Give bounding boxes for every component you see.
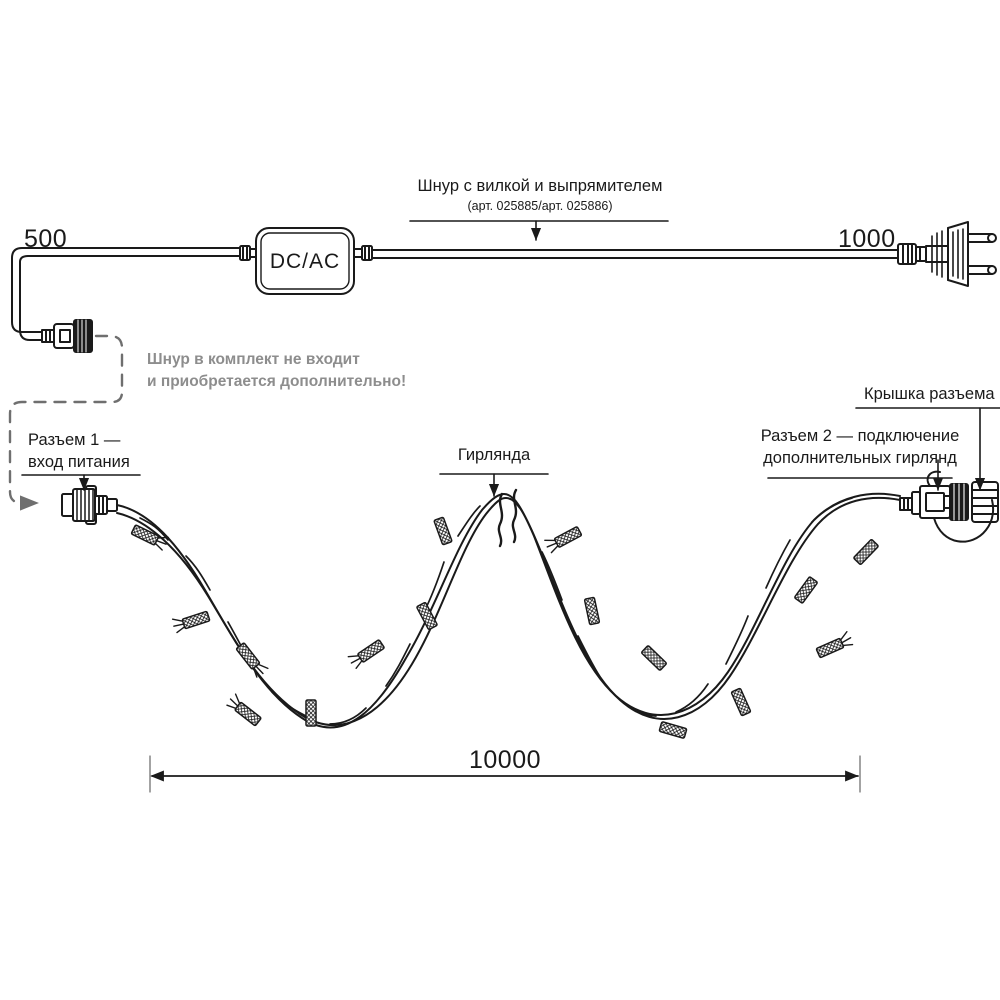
connector-1-label-line1: Разъем 1 — [28, 431, 121, 449]
connector-1-label-line2: вход питания [28, 453, 130, 471]
power-cord-right [371, 249, 899, 259]
power-cord-article: (арт. 025885/арт. 025886) [467, 199, 613, 213]
connector-1-body [61, 485, 118, 525]
power-cord-title: Шнур с вилкой и выпрямителем [417, 177, 663, 195]
note-not-included-line1: Шнур в комплект не входит [147, 351, 360, 368]
connector-2-label-line2: дополнительных гирлянд [763, 449, 957, 467]
dashed-connection-path [8, 334, 124, 511]
leader-power-cord [409, 220, 669, 241]
dcac-adapter-body [255, 227, 355, 295]
cap-label: Крышка разъема [864, 385, 995, 403]
dimension-right-label: 1000 [838, 225, 896, 253]
dimension-left-label: 500 [24, 225, 68, 253]
dcac-adapter-label: DC/AC [269, 250, 341, 273]
leader-connector-1 [21, 474, 141, 491]
connector-2-body [899, 470, 999, 543]
connector-2-label-line1: Разъем 2 — подключение [760, 427, 960, 445]
power-cord-left [11, 247, 241, 341]
plug-strain-relief [897, 243, 927, 265]
garland-cable [116, 492, 901, 729]
leader-cap [855, 407, 1000, 491]
cord-barrel-connector [41, 319, 93, 353]
garland-label: Гирлянда [457, 446, 531, 464]
garland-break-symbol [497, 488, 518, 548]
adapter-strain-relief-right [353, 245, 373, 261]
leader-garland [439, 473, 549, 497]
led-bulbs [130, 516, 879, 739]
note-not-included-line2: и приобретается дополнительно! [147, 373, 407, 390]
dimension-10000 [149, 755, 861, 793]
leader-connector-2 [767, 459, 953, 491]
mains-plug [925, 221, 997, 287]
dimension-total-label: 10000 [468, 746, 542, 774]
